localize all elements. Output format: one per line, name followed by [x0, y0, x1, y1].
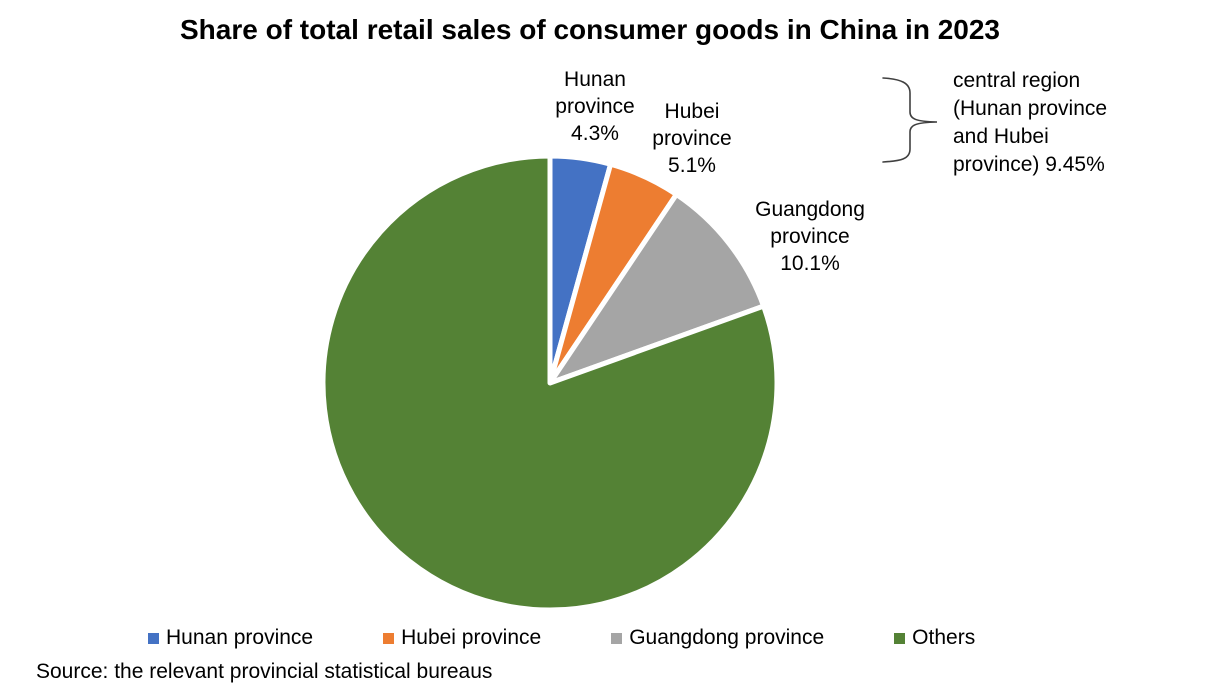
legend-marker-guangdong-icon [611, 632, 623, 644]
legend-marker-hunan-icon [148, 632, 159, 644]
pie-slice-others [320, 153, 780, 613]
pie-slice-guangdong-province [547, 191, 767, 386]
legend-label: Hunan province [166, 626, 314, 649]
legend-label: Hubei province [401, 626, 542, 649]
legend-marker-hubei-icon [383, 632, 395, 644]
legend: Hunan province Hubei province Guangdong … [148, 626, 975, 650]
legend-label: Guangdong province [629, 626, 825, 649]
legend-label: Others [912, 626, 976, 649]
slice-label-guangdong-province: Guangdong province 10.1% [755, 198, 865, 275]
legend-item-guangdong-province: Guangdong province [611, 626, 824, 650]
legend-marker-others-icon [894, 632, 906, 644]
slice-label-hubei-province: Hubei province 5.1% [652, 100, 732, 177]
brace-icon [882, 77, 938, 163]
legend-item-hunan-province: Hunan province [148, 626, 313, 650]
legend-item-hubei-province: Hubei province [383, 626, 541, 650]
annotation-central-region: central region (Hunan province and Hubei… [953, 69, 1108, 176]
chart-title: Share of total retail sales of consumer … [180, 14, 1000, 45]
source-note: Source: the relevant provincial statisti… [36, 660, 493, 683]
slice-label-hunan-province: Hunan province 4.3% [555, 68, 635, 145]
legend-item-others: Others [894, 626, 975, 650]
